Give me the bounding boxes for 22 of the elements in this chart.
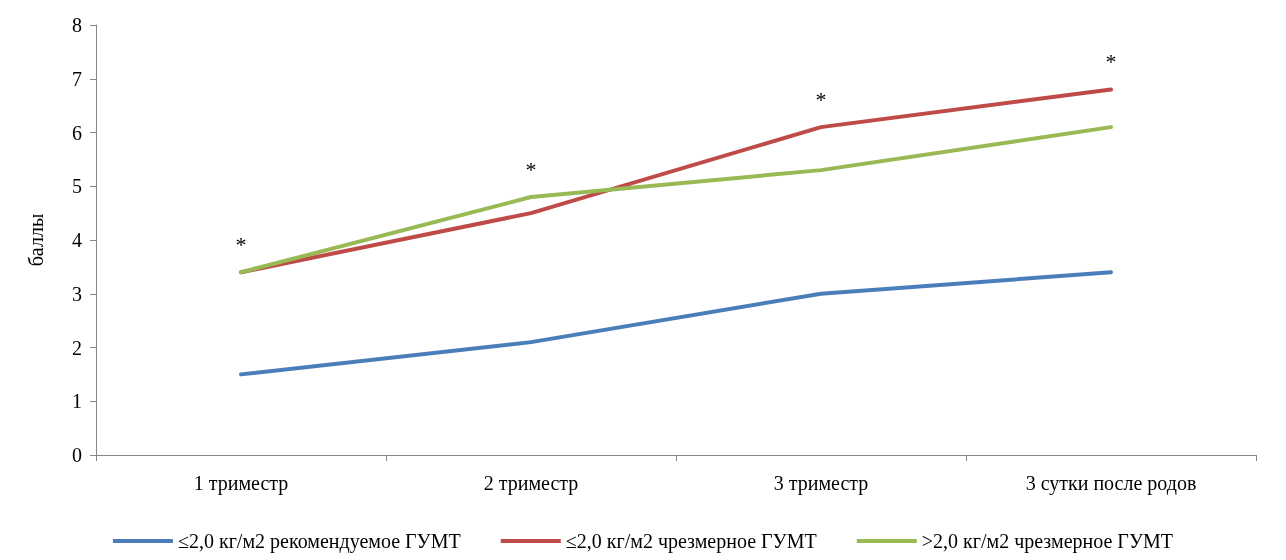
- line-series: [239, 270, 1113, 377]
- annotation: *: [815, 86, 827, 112]
- annotation: *: [235, 231, 247, 257]
- y-axis-title: баллы: [25, 213, 47, 267]
- legend-label: >2,0 кг/м2 чрезмерное ГУМТ: [921, 530, 1174, 553]
- y-tick-label: 0: [72, 444, 82, 466]
- x-tick-label: 3 триместр: [773, 472, 869, 495]
- y-tick-label: 5: [72, 175, 82, 198]
- y-tick-label: 2: [72, 336, 82, 359]
- y-tick-label: 4: [72, 229, 82, 251]
- annotation: *: [525, 156, 537, 182]
- y-tick-label: 1: [72, 390, 82, 413]
- annotation: *: [1105, 49, 1117, 74]
- y-tick-label: 8: [72, 14, 82, 36]
- y-tick-label: 3: [72, 282, 82, 305]
- x-tick-label: 1 триместр: [193, 472, 289, 495]
- x-tick-label: 2 триместр: [483, 472, 579, 495]
- legend-label: ≤2,0 кг/м2 чрезмерное ГУМТ: [565, 530, 817, 553]
- x-tick-label: 3 сутки после родов: [1025, 472, 1197, 495]
- y-tick-label: 7: [72, 67, 82, 90]
- legend-label: ≤2,0 кг/м2 рекомендуемое ГУМТ: [177, 530, 461, 553]
- y-tick-label: 6: [72, 121, 82, 144]
